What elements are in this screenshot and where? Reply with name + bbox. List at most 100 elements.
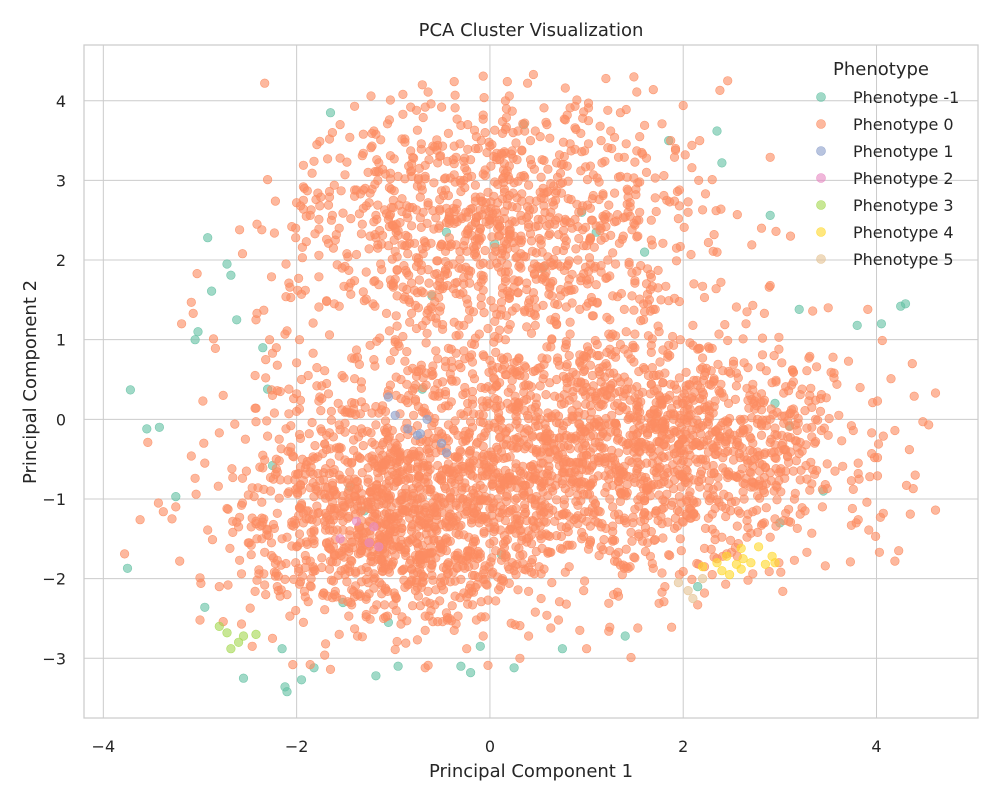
data-point	[766, 404, 776, 414]
data-point	[742, 307, 752, 317]
data-point	[271, 464, 281, 474]
data-point	[246, 550, 256, 560]
data-point	[706, 380, 716, 390]
legend-marker	[816, 92, 826, 102]
data-point	[309, 156, 319, 166]
data-point	[390, 445, 400, 455]
data-point	[608, 534, 618, 545]
data-point	[364, 538, 374, 548]
data-point	[520, 118, 530, 128]
data-point	[453, 548, 463, 558]
data-point	[274, 493, 284, 503]
data-point	[717, 566, 727, 576]
legend-marker	[816, 173, 826, 183]
data-point	[630, 157, 640, 167]
data-point	[218, 390, 228, 401]
data-point	[635, 132, 645, 142]
data-point	[282, 326, 292, 336]
data-point	[451, 528, 461, 538]
data-point	[584, 253, 595, 263]
data-point	[294, 429, 305, 440]
data-point	[623, 186, 633, 196]
data-point	[561, 336, 571, 346]
data-point	[326, 415, 337, 425]
data-point	[823, 303, 833, 313]
data-point	[531, 248, 541, 258]
data-point	[430, 503, 440, 513]
data-point	[760, 462, 771, 472]
data-point	[776, 567, 786, 577]
data-point	[621, 544, 631, 554]
data-point	[322, 430, 332, 440]
data-point	[672, 455, 683, 465]
data-point	[745, 467, 755, 477]
data-point	[423, 586, 433, 597]
data-point	[546, 623, 556, 633]
data-point	[736, 564, 746, 574]
data-point	[412, 421, 423, 431]
data-point	[778, 586, 788, 597]
data-point	[385, 168, 396, 178]
data-point	[452, 562, 462, 573]
data-point	[431, 213, 441, 223]
data-point	[565, 329, 575, 339]
data-point	[276, 444, 286, 454]
data-point	[862, 497, 872, 507]
data-point	[565, 317, 575, 327]
data-point	[512, 252, 522, 262]
data-point	[334, 629, 344, 640]
data-point	[259, 305, 269, 315]
data-point	[501, 104, 512, 114]
data-point	[175, 556, 185, 566]
data-point	[781, 508, 791, 518]
data-point	[553, 615, 564, 625]
data-point	[522, 78, 533, 88]
data-point	[683, 585, 693, 596]
data-point	[429, 534, 439, 544]
data-point	[203, 525, 213, 535]
data-point	[420, 625, 430, 636]
data-point	[723, 335, 733, 346]
data-point	[746, 558, 756, 568]
data-point	[171, 502, 181, 512]
data-point	[291, 605, 301, 616]
data-point	[345, 408, 355, 418]
data-point	[781, 445, 791, 455]
data-point	[721, 511, 731, 522]
y-axis-title: Principal Component 2	[20, 280, 41, 484]
data-point	[720, 448, 730, 458]
data-point	[369, 583, 379, 593]
data-point	[550, 391, 560, 401]
data-point	[274, 434, 284, 444]
data-point	[395, 467, 405, 477]
data-point	[480, 245, 490, 256]
data-point	[329, 180, 339, 190]
data-point	[449, 76, 459, 87]
data-point	[632, 87, 642, 97]
data-point	[321, 639, 331, 649]
data-point	[706, 366, 716, 376]
data-point	[646, 340, 656, 350]
data-point	[320, 366, 330, 376]
data-point	[534, 562, 544, 572]
data-point	[597, 158, 607, 168]
data-point	[335, 425, 345, 435]
data-point	[753, 542, 764, 552]
data-point	[438, 544, 448, 554]
data-point	[294, 529, 305, 539]
data-point	[853, 468, 863, 479]
data-point	[316, 406, 326, 416]
data-point	[388, 557, 398, 567]
data-point	[610, 259, 621, 269]
data-point	[490, 454, 500, 464]
data-point	[639, 247, 650, 257]
data-point	[312, 140, 322, 150]
data-point	[351, 566, 361, 577]
data-point	[402, 284, 412, 295]
data-point	[502, 166, 512, 176]
data-point	[291, 223, 301, 233]
data-point	[674, 373, 685, 383]
data-point	[708, 484, 718, 495]
data-point	[536, 264, 546, 274]
data-point	[480, 561, 490, 571]
